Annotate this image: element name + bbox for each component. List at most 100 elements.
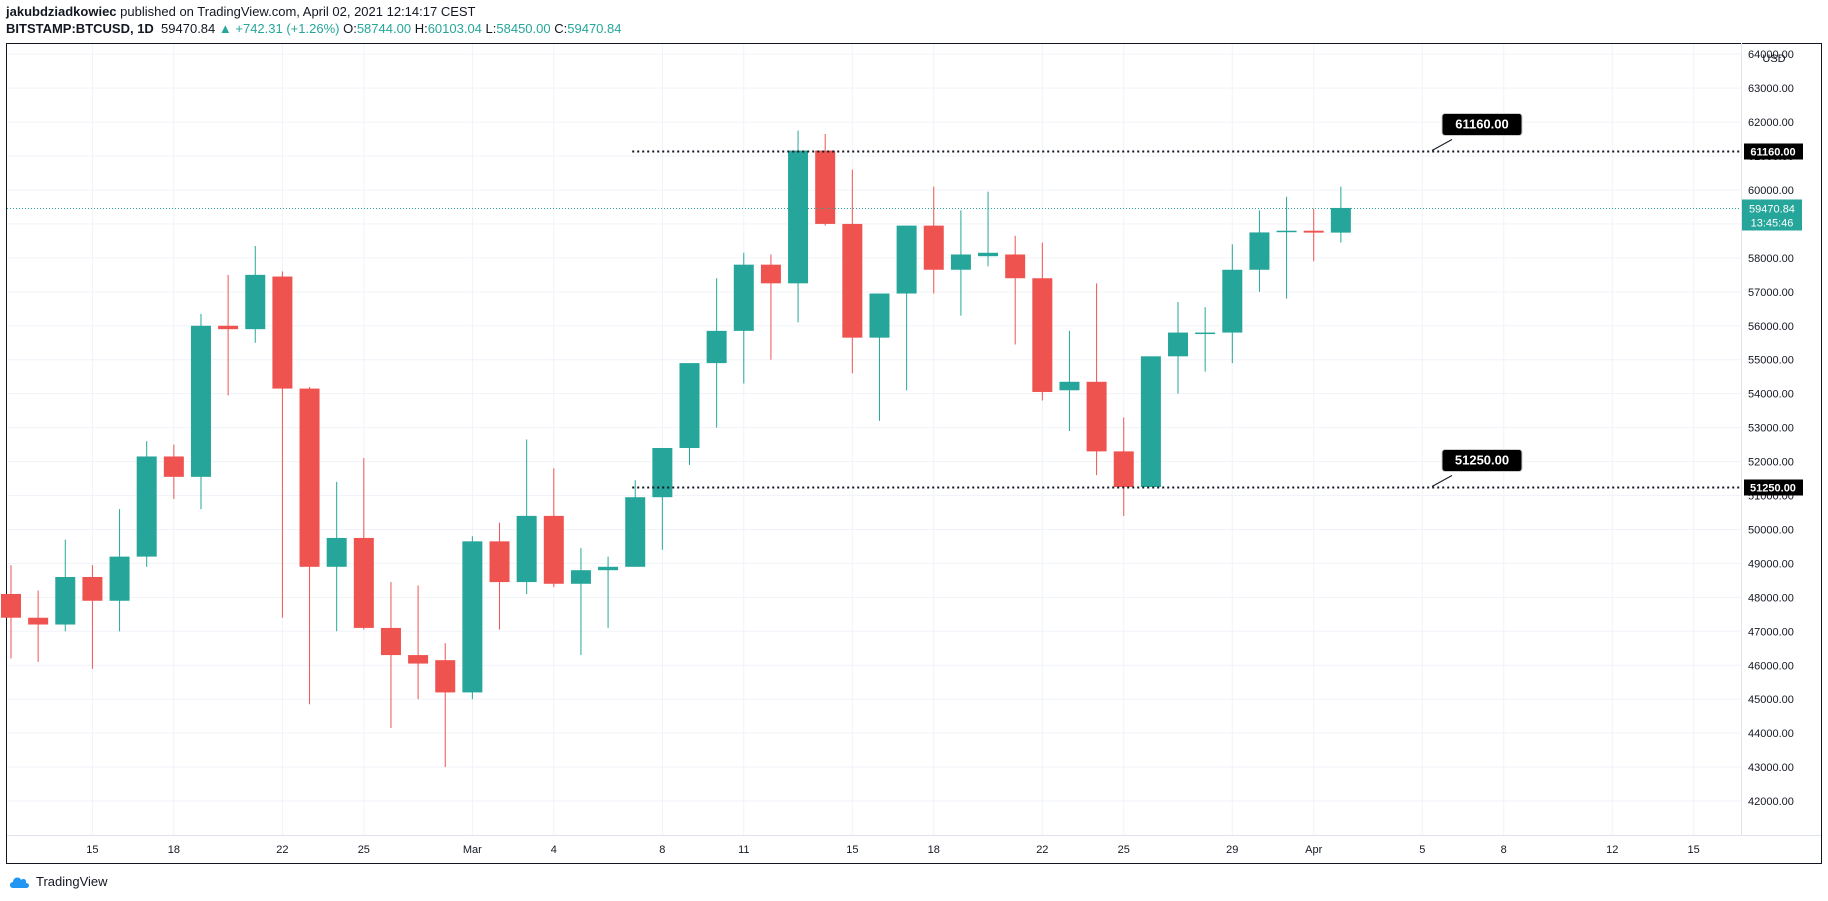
published-text: published on TradingView.com, April 02, … [120,4,476,19]
candle [1005,235,1026,345]
author-name[interactable]: jakubdziadkowiec [6,4,117,19]
candle [516,439,537,594]
candle [353,458,374,630]
candle [543,468,564,588]
candle-body [163,456,184,477]
open-label: O: [343,21,357,36]
axis-level-label: 61160.00 [1750,147,1795,159]
candle-body [598,566,619,571]
low-value: 58450.00 [496,21,551,36]
candle [462,536,483,700]
candle [679,363,700,465]
x-tick-label: Apr [1305,844,1322,856]
candle-body [516,515,537,583]
candle-body [1,593,21,618]
tradingview-cloud-icon [10,877,29,888]
candle [109,509,130,632]
candle [1032,242,1053,401]
candle [842,169,863,374]
candle [408,585,429,700]
candle-body [380,627,401,656]
candle [272,271,293,618]
candle [1113,417,1134,516]
y-tick-label: 60000.00 [1748,185,1794,197]
candle-body [245,274,266,330]
candle [55,539,76,632]
candle-body [950,254,971,270]
candle-body [435,660,456,693]
candle [190,313,211,510]
candle-body [978,252,999,257]
high-value: 60103.04 [427,21,482,36]
candle [896,225,917,391]
x-tick-label: 12 [1606,844,1618,856]
x-tick-label: 11 [738,844,749,856]
x-tick-label: 4 [551,844,557,856]
candle [570,548,591,656]
y-tick-label: 50000.00 [1748,524,1794,536]
candle-body [1168,332,1189,357]
candle-body [272,276,293,389]
last-price: 59470.84 [161,21,216,36]
close-label: C: [554,21,568,36]
x-tick-label: 15 [1688,844,1700,856]
candle [1222,244,1243,364]
candle-body [543,515,564,584]
candle [1276,196,1297,299]
candle [28,590,49,662]
candle-body [923,225,944,270]
tradingview-brand[interactable]: TradingView [8,874,108,890]
candle [380,582,401,729]
y-tick-label: 54000.00 [1748,389,1794,401]
candle-body [1222,269,1243,333]
candle-body [815,150,836,224]
x-tick-label: 15 [846,844,858,856]
candle-body [1032,278,1053,392]
y-tick-label: 62000.00 [1748,117,1794,129]
y-tick-label: 45000.00 [1748,694,1794,706]
y-tick-label: 63000.00 [1748,83,1794,95]
candle [1,565,21,659]
callout-box[interactable] [1441,449,1523,472]
x-tick-label: Mar [463,844,482,856]
axis-level-badge [1744,479,1803,496]
price-axis[interactable]: 42000.00 43000.00 44000.00 45000.00 46000.00… [1748,49,1794,808]
candle-body [679,363,700,448]
candle [788,130,809,323]
candle [869,293,890,421]
candle [136,441,157,567]
candle [1249,210,1270,292]
y-tick-label: 55000.00 [1748,355,1794,367]
publish-info: jakubdziadkowiec published on TradingVie… [6,4,476,20]
candle [923,186,944,294]
level-line-group[interactable]: 61160.00 61160.00 [632,113,1803,160]
candle [82,565,103,669]
candle-body [652,447,673,498]
countdown-label: 13:45:46 [1751,218,1794,230]
symbol-label[interactable]: BITSTAMP:BTCUSD, 1D [6,21,154,36]
candle [1330,186,1351,243]
candle-body [190,325,211,477]
open-value: 58744.00 [356,21,412,36]
candle [815,133,836,226]
candle [625,480,646,567]
level-line-group[interactable]: 51250.00 51250.00 [632,449,1803,496]
candle [598,556,619,628]
x-tick-label: 15 [86,844,98,856]
x-tick-label: 18 [928,844,940,856]
candle-body [842,223,863,338]
currency-label: USD [1762,53,1785,65]
callout-box[interactable] [1441,113,1523,136]
candle [299,386,320,705]
candle-body [733,264,754,331]
candle-body [1059,381,1080,391]
y-tick-label: 58000.00 [1748,253,1794,265]
candle-body [896,225,917,294]
x-tick-label: 25 [358,844,370,856]
candle-body [760,264,781,284]
time-axis[interactable]: 15 18 22 25 Mar 4 8 11 15 18 22 25 29 Apr 5 8 12 15 [86,844,1700,856]
high-label: H: [414,21,428,36]
x-tick-label: 22 [276,844,288,856]
horizontal-levels[interactable]: 61160.00 61160.00 51250.00 51250.00 [632,113,1803,496]
